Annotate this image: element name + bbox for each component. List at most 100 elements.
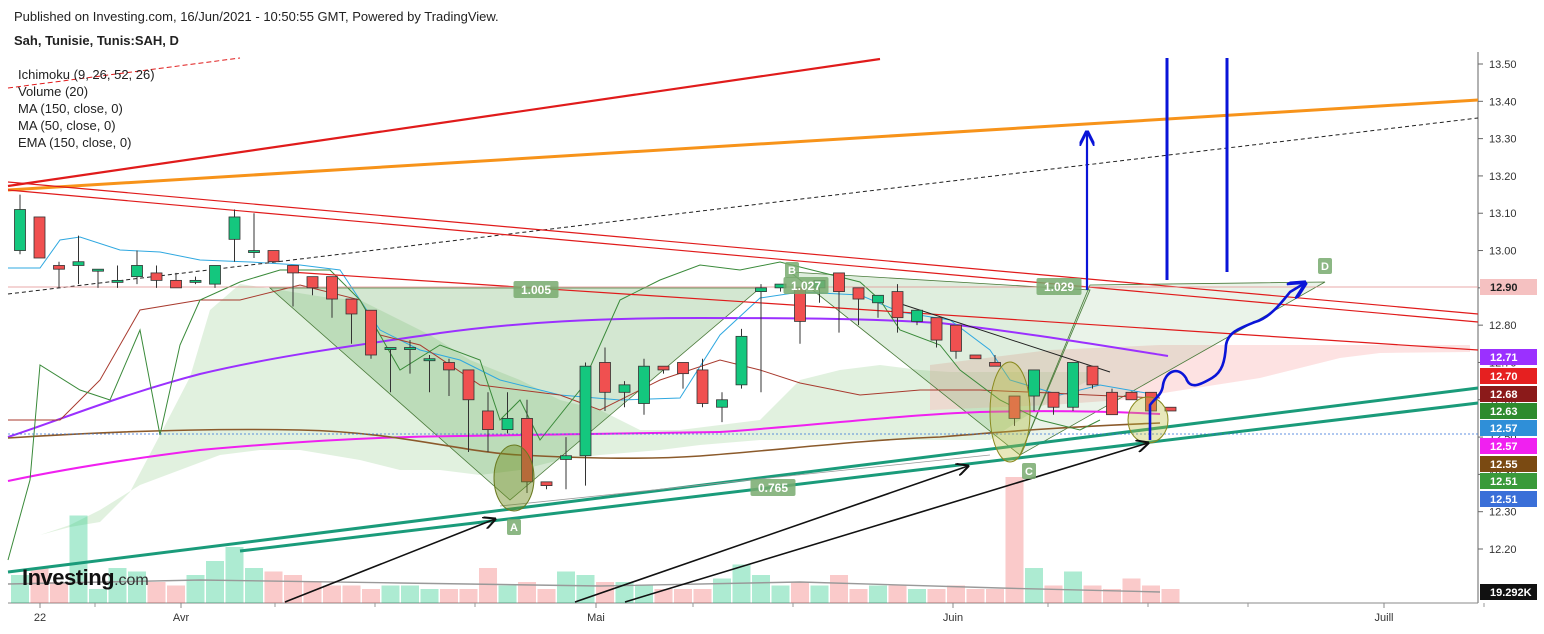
indicator-ema150[interactable]: EMA (150, close, 0) <box>18 135 132 150</box>
point-label: D <box>1321 261 1329 273</box>
candle-down <box>365 309 377 356</box>
volume-bar <box>89 589 107 603</box>
candle-up <box>111 279 124 283</box>
volume-bar <box>1142 585 1160 603</box>
candle-down <box>930 317 943 341</box>
candle-down <box>891 291 904 319</box>
axis-badge <box>1480 279 1537 295</box>
volume-bar <box>771 585 790 603</box>
candle-layer <box>14 194 1177 494</box>
x-tick-label: Juill <box>1375 612 1394 624</box>
black-arrow-1 <box>284 519 495 603</box>
volume-bar <box>927 589 946 603</box>
ellipse-current <box>1127 396 1169 444</box>
volume-bar <box>206 561 224 603</box>
volume-bar <box>342 585 361 603</box>
candle-down <box>1047 391 1060 408</box>
candle-down <box>1008 395 1021 419</box>
teal-trendline-upper <box>7 386 1479 574</box>
candle-up <box>228 216 241 240</box>
point-label: A <box>510 522 518 534</box>
logo-text: Investing <box>22 565 115 590</box>
ratio-label: 0.765 <box>758 481 788 495</box>
indicator-ma150[interactable]: MA (150, close, 0) <box>18 101 123 116</box>
candle-down <box>462 369 475 401</box>
axis-badge <box>1480 386 1537 402</box>
axis-badge-label: 12.51 <box>1490 476 1518 488</box>
candle-down <box>345 298 358 315</box>
candle-down <box>1125 391 1138 401</box>
axis-badge-label: 12.57 <box>1490 441 1518 453</box>
y-tick-label: 12.30 <box>1489 507 1517 519</box>
indicator-ichimoku[interactable]: Ichimoku (9, 26, 52, 26) <box>18 67 155 82</box>
candle-down <box>540 481 553 486</box>
indicator-volume[interactable]: Volume (20) <box>18 84 89 99</box>
candle-up <box>501 418 514 431</box>
kijun-line <box>8 236 1161 401</box>
axis-badge <box>1480 456 1537 472</box>
point-label-box <box>785 262 799 278</box>
point-label-box <box>1022 463 1036 479</box>
volume-bar <box>888 585 907 603</box>
volume-bar <box>362 589 380 603</box>
volume-bar <box>108 568 127 603</box>
volume-bar <box>966 589 985 603</box>
axis-badge-label: 12.71 <box>1490 352 1518 364</box>
volume-bar <box>869 585 887 603</box>
candle-up <box>560 455 572 460</box>
volume-bar <box>693 589 712 603</box>
candle-down <box>521 418 533 483</box>
candle-down <box>33 216 46 259</box>
axis-badge <box>1480 403 1537 419</box>
candle-up <box>638 365 650 404</box>
volume-bar <box>479 568 497 603</box>
y-tick-label: 13.00 <box>1489 246 1517 258</box>
point-label-box <box>507 519 521 535</box>
ellipse-a <box>493 444 535 512</box>
candle-up <box>911 309 923 322</box>
candle-down <box>53 265 65 270</box>
volume-bar <box>440 589 458 603</box>
lower-channel-line <box>894 301 1111 373</box>
volume-bar <box>1044 585 1063 603</box>
candle-down <box>482 410 494 431</box>
volume-bar <box>1103 589 1121 603</box>
candle-up <box>248 250 260 253</box>
indicator-ma50[interactable]: MA (50, close, 0) <box>18 118 116 133</box>
volume-bar <box>518 582 536 603</box>
volume-bar <box>1083 585 1102 603</box>
volume-bar <box>1025 568 1043 603</box>
y-tick-label: 13.50 <box>1489 59 1517 71</box>
candle-up <box>384 347 397 350</box>
y-tick-label: 13.20 <box>1489 171 1517 183</box>
axis-badge-label: 12.70 <box>1490 371 1518 383</box>
candle-down <box>267 250 280 263</box>
ratio-label-box <box>513 281 559 298</box>
candle-up <box>1067 362 1079 408</box>
x-tick-label: Juin <box>943 612 963 624</box>
axis-badge-label: 12.90 <box>1490 282 1518 294</box>
axis-badge-label: 12.55 <box>1490 459 1518 471</box>
black-arrow-2 <box>574 466 968 603</box>
volume-bar <box>635 585 653 603</box>
axis-badge <box>1480 368 1537 384</box>
volume-bar <box>849 589 868 603</box>
red-upper-trendline <box>7 57 881 188</box>
axis-badge <box>1480 491 1537 507</box>
candle-up <box>423 358 436 362</box>
x-tick-label: Mai <box>587 612 605 624</box>
y-tick-label: 13.10 <box>1489 208 1517 220</box>
candle-up <box>209 265 221 285</box>
volume-bar <box>128 571 146 603</box>
point-label: C <box>1025 466 1033 478</box>
candle-down <box>1106 391 1118 416</box>
y-tick-label: 12.20 <box>1489 544 1517 556</box>
gray-thin-line <box>499 454 991 507</box>
volume-bar <box>986 589 1004 603</box>
axis-badge-label: 12.51 <box>1490 494 1518 506</box>
ratio-label-box <box>783 277 829 294</box>
axis-badge <box>1480 349 1537 365</box>
symbol-title: Sah, Tunisie, Tunis:SAH, D <box>14 33 179 48</box>
